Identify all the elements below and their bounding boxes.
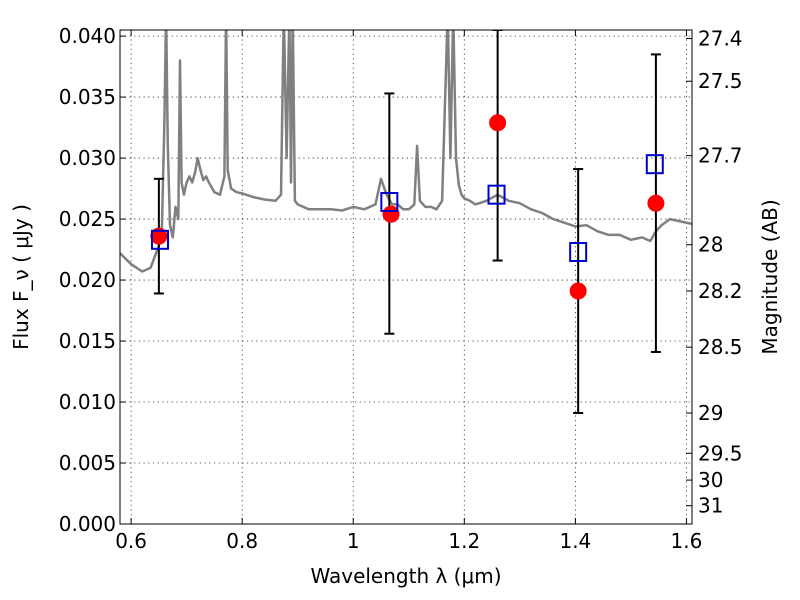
data-layer (120, 30, 692, 415)
x-tick-label: 1.4 (559, 529, 591, 553)
x-tick-label: 1.6 (671, 529, 703, 553)
x-tick-label: 1.2 (448, 529, 480, 553)
spectrum-line (120, 30, 692, 273)
y2-tick-label: 28.2 (698, 279, 743, 303)
y2-tick-label: 28.5 (698, 335, 743, 359)
x-tick-label: 1 (347, 529, 360, 553)
x-tick-label: 0.8 (226, 529, 258, 553)
y-tick-label: 0.005 (59, 451, 116, 475)
plot-frame (119, 29, 693, 525)
error-bar (492, 30, 503, 262)
y-tick-label: 0.020 (59, 268, 116, 292)
model-point-square (645, 154, 664, 175)
y2-tick-label: 28 (698, 233, 723, 257)
model-point-square (150, 229, 169, 250)
y2-tick-label: 30 (698, 468, 723, 492)
model-point-square (380, 191, 399, 212)
x-tick-label: 0.6 (115, 529, 147, 553)
plot-background (120, 30, 692, 524)
y-tick-label: 0.015 (59, 329, 116, 353)
y2-tick-label: 27.5 (698, 69, 743, 93)
y2-tick-label: 31 (698, 494, 723, 518)
y-tick-label: 0.025 (59, 207, 116, 231)
y-tick-label: 0.035 (59, 85, 116, 109)
y2-tick-label: 29.5 (698, 441, 743, 465)
y2-tick-label: 27.7 (698, 144, 743, 168)
y2-tick-label: 29 (698, 401, 723, 425)
y-tick-label: 0.030 (59, 146, 116, 170)
y2-axis-title: Magnitude (AB) (758, 199, 782, 354)
x-axis-title: Wavelength λ (μm) (310, 564, 501, 588)
y-tick-label: 0.040 (59, 24, 116, 48)
model-point-square (569, 241, 588, 262)
ticks: 0.6 0.8 1 1.2 1.4 1.6 0.000 0.005 0.010 0.015 0.02… (59, 24, 743, 553)
y-tick-label: 0.010 (59, 390, 116, 414)
flux-point-circle (647, 194, 665, 212)
flux-point-circle (569, 282, 587, 300)
flux-point-circle (150, 227, 168, 245)
y-axis-title: Flux F_ν ( μJy ) (9, 204, 33, 350)
y2-tick-label: 27.4 (698, 27, 743, 51)
flux-point-circle (489, 114, 507, 132)
model-point-square (487, 184, 506, 205)
y-tick-label: 0.000 (59, 512, 116, 536)
